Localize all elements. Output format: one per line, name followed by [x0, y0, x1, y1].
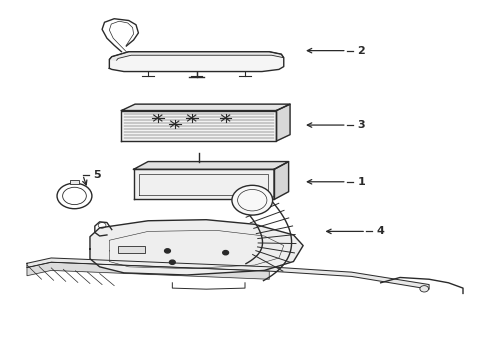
Polygon shape [274, 162, 289, 199]
Polygon shape [27, 258, 429, 289]
Circle shape [223, 251, 228, 255]
Text: 5: 5 [94, 170, 101, 180]
Text: 3: 3 [357, 120, 365, 130]
Bar [70, 180, 79, 184]
Polygon shape [109, 52, 284, 60]
Circle shape [170, 260, 175, 264]
Text: 4: 4 [377, 226, 385, 237]
Polygon shape [134, 169, 274, 199]
Text: 1: 1 [357, 177, 365, 187]
Polygon shape [27, 262, 269, 279]
Polygon shape [90, 220, 303, 275]
Polygon shape [134, 162, 289, 169]
Bar [118, 246, 145, 253]
Text: 2: 2 [357, 46, 365, 56]
Polygon shape [122, 111, 276, 141]
Circle shape [165, 249, 171, 253]
Circle shape [420, 285, 429, 292]
Circle shape [232, 185, 272, 215]
Polygon shape [109, 52, 284, 72]
Polygon shape [276, 104, 290, 141]
Polygon shape [122, 104, 290, 111]
